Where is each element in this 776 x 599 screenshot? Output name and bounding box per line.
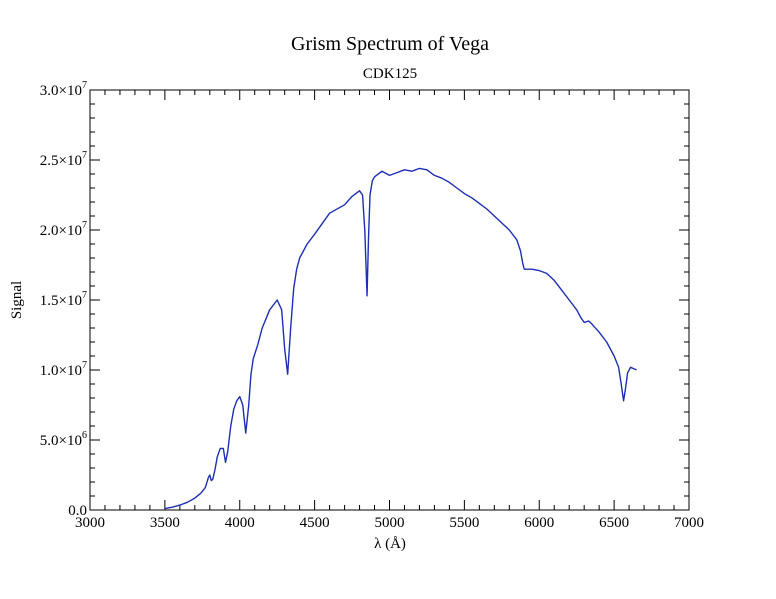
plot-frame: [89, 89, 690, 511]
chart-subtitle: CDK125: [363, 66, 417, 82]
x-tick-label: 3000: [75, 515, 105, 531]
chart-title: Grism Spectrum of Vega: [291, 33, 489, 55]
x-tick-label: 4000: [225, 515, 255, 531]
y-tick-label: 2.0×107: [40, 220, 87, 239]
x-tick-label: 5000: [375, 515, 405, 531]
y-tick-label: 3.0×107: [40, 80, 87, 99]
y-tick-label: 1.0×107: [40, 360, 87, 379]
x-tick-label: 4500: [300, 515, 330, 531]
y-tick-labels: 0.0 5.0×106 1.0×107 1.5×107 2.0×107 2.5×107 3.…: [40, 80, 87, 519]
y-tick-label: 0.0: [68, 503, 87, 519]
x-tick-label: 6500: [599, 515, 629, 531]
x-tick-label: 6000: [524, 515, 554, 531]
x-tick-label: 3500: [150, 515, 180, 531]
x-tick-labels: 3000 3500 4000 4500 5000 5500 6000 6500 7000: [75, 515, 704, 531]
y-tick-label: 5.0×106: [40, 430, 87, 449]
y-tick-label: 2.5×107: [40, 150, 87, 169]
axis-ticks: [89, 89, 690, 511]
x-axis-label: λ (Å): [374, 536, 406, 552]
x-tick-label: 5500: [449, 515, 479, 531]
x-tick-label: 7000: [674, 515, 704, 531]
series-line: [164, 167, 637, 510]
y-axis-label: Signal: [9, 281, 25, 319]
y-tick-label: 1.5×107: [40, 290, 87, 309]
